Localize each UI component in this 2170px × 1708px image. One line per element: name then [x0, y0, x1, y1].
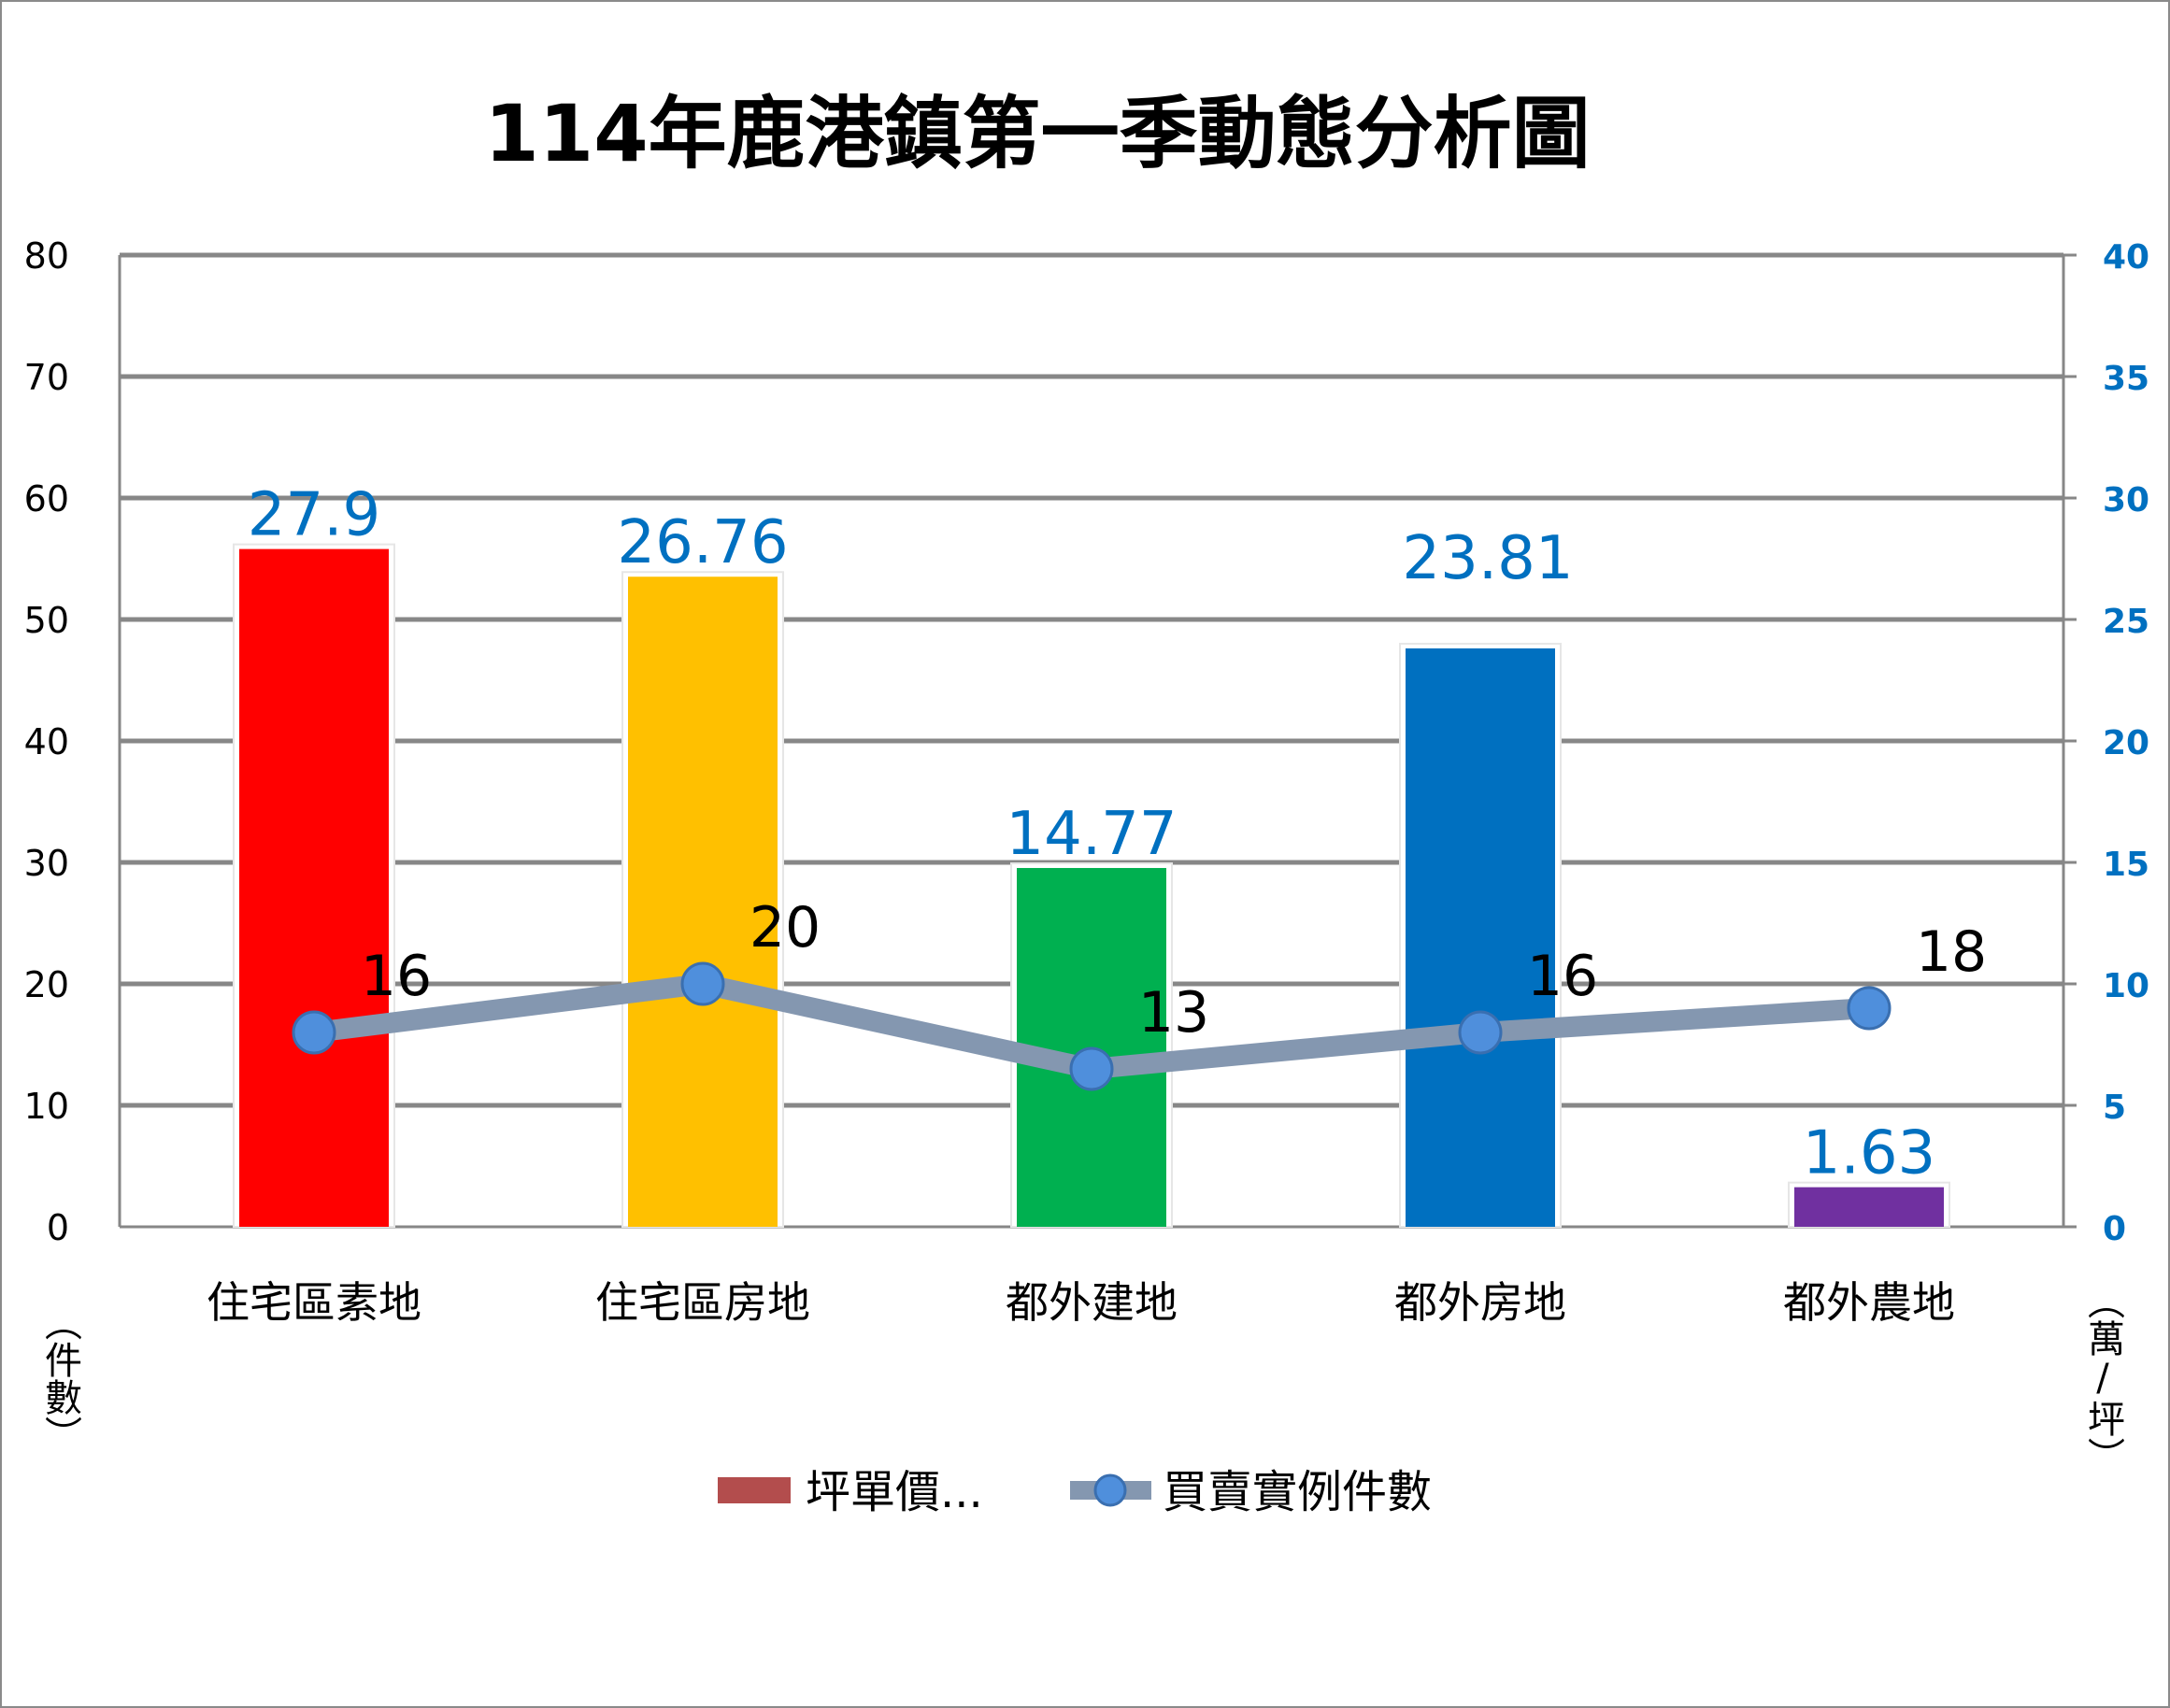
right-axis-tick-label: 20	[2103, 724, 2149, 762]
line-value-label: 18	[1916, 919, 1987, 985]
left-axis-tick-label: 70	[24, 357, 69, 398]
line-value-label: 16	[361, 944, 432, 1009]
line-value-label: 16	[1527, 944, 1598, 1009]
right-axis-tick-label: 35	[2103, 360, 2149, 398]
bar	[239, 548, 389, 1227]
right-axis-tick-label: 10	[2103, 967, 2149, 1005]
x-axis-category-label: 住宅區房地	[595, 1277, 810, 1328]
line-point	[1847, 986, 1892, 1031]
right-axis-ticks: 0 5 10 15 20 25 30 35 40	[2103, 238, 2149, 1248]
line-point	[680, 961, 725, 1006]
legend-label: 坪單價...	[806, 1466, 983, 1518]
chart-title: 114年鹿港鎮第一季動態分析圖	[484, 88, 1590, 179]
right-axis-tick-label: 30	[2103, 481, 2149, 520]
left-axis-tick-label: 60	[24, 478, 69, 520]
bar-value-label: 23.81	[1402, 524, 1573, 593]
right-axis-tick-label: 5	[2103, 1089, 2126, 1127]
bar	[628, 576, 778, 1227]
bar-series	[233, 543, 1950, 1228]
line-series	[292, 961, 1892, 1091]
left-axis-tick-label: 80	[24, 235, 69, 277]
bar-value-label: 26.76	[617, 508, 788, 577]
category-labels: 住宅區素地 住宅區房地 都外建地 都外房地 都外農地	[207, 1277, 1955, 1328]
bar	[1406, 648, 1555, 1227]
data-labels: 27.9 26.76 14.77 23.81 1.63 16 20 13 16 18	[248, 481, 1987, 1188]
bar	[1794, 1187, 1944, 1227]
bar-value-label: 14.77	[1006, 800, 1177, 869]
left-axis-tick-label: 10	[24, 1086, 69, 1127]
legend-label: 買賣實例件數	[1163, 1466, 1432, 1518]
x-axis-category-label: 都外房地	[1394, 1277, 1566, 1328]
left-axis-tick-label: 30	[24, 843, 69, 884]
line-point	[1458, 1010, 1503, 1055]
line-point	[292, 1010, 336, 1055]
gridlines	[118, 252, 2077, 1229]
x-axis-category-label: 都外建地	[1006, 1277, 1178, 1328]
right-axis-tick-label: 15	[2103, 846, 2149, 884]
right-axis-tick-label: 25	[2103, 603, 2149, 641]
right-axis-label: （萬/坪）	[2081, 1282, 2125, 1474]
x-axis-category-label: 住宅區素地	[207, 1277, 421, 1328]
left-axis-tick-label: 20	[24, 964, 69, 1005]
bar-value-label: 1.63	[1803, 1119, 1936, 1188]
bar-value-label: 27.9	[248, 481, 381, 550]
line-value-label: 20	[750, 895, 821, 961]
legend: 坪單價... 買賣實例件數	[718, 1466, 1432, 1518]
left-axis-title: （件數）	[38, 1303, 82, 1453]
line-value-label: 13	[1138, 980, 1209, 1046]
left-axis-tick-label: 50	[24, 600, 69, 641]
right-axis-title: （萬/坪）	[2081, 1282, 2125, 1474]
left-axis-ticks: 0 10 20 30 40 50 60 70 80	[24, 235, 69, 1248]
left-axis-label: （件數）	[38, 1303, 82, 1453]
legend-swatch-marker	[1093, 1473, 1127, 1507]
x-axis-category-label: 都外農地	[1783, 1277, 1955, 1328]
right-axis-tick-label: 40	[2103, 238, 2149, 277]
left-axis-tick-label: 0	[47, 1207, 69, 1248]
right-axis-tick-label: 0	[2103, 1210, 2126, 1248]
left-axis-tick-label: 40	[24, 721, 69, 762]
legend-swatch-bar	[718, 1477, 791, 1503]
line-point	[1069, 1046, 1114, 1091]
